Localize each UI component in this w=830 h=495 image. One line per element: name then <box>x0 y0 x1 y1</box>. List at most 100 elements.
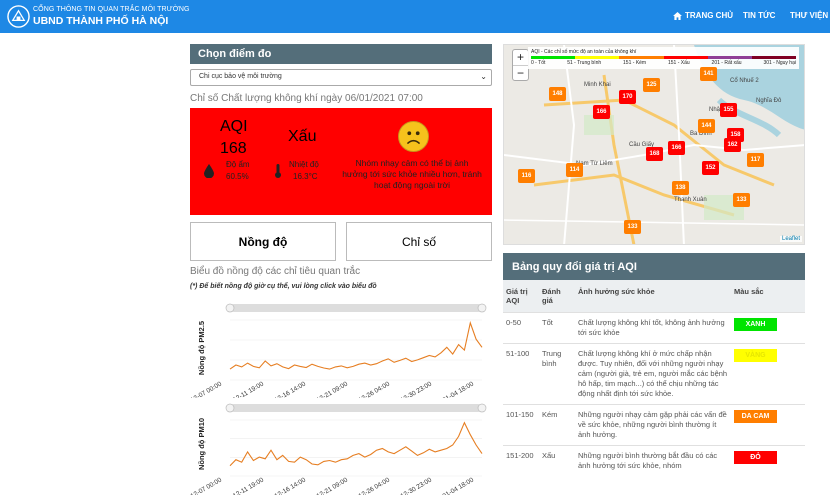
table-row: 0-50 Tốt Chất lượng không khí tốt, không… <box>503 312 805 344</box>
place-label: Nghĩa Đô <box>756 98 782 104</box>
table-row: 51-100 Trung bình Chất lượng không khí ở… <box>503 343 805 405</box>
x-tick-label: 2020-12-26 04:00 <box>343 476 391 495</box>
row-effect: Những người nhạy cảm gặp phải các vấn đề… <box>575 404 731 446</box>
org-line2[interactable]: UBND THÀNH PHỐ HÀ NỘI <box>33 15 169 27</box>
hanoi-emblem-icon[interactable] <box>7 5 30 28</box>
x-tick-label: 2020-12-16 14:00 <box>259 476 307 495</box>
legend-color-bad <box>663 56 708 59</box>
row-rating: Kém <box>539 404 575 446</box>
navigator-handle-right[interactable] <box>477 403 487 413</box>
pm25-series-line[interactable] <box>229 320 483 370</box>
tab-index[interactable]: Chỉ số <box>346 222 492 261</box>
nav-library[interactable]: THƯ VIỆN <box>790 11 828 20</box>
x-tick-label: 2020-12-30 23:00 <box>385 380 433 398</box>
color-badge: DA CAM <box>734 410 777 423</box>
y-axis-label: Nồng độ PM10 <box>197 418 206 470</box>
row-effect: Chất lượng không khí tốt, không ảnh hưởn… <box>575 312 731 344</box>
navigator-handle-right[interactable] <box>477 303 487 313</box>
pm10-series-line[interactable] <box>229 421 483 467</box>
table-header-row: Giá trị AQI Đánh giá Ảnh hưởng sức khỏe … <box>503 280 805 313</box>
x-tick-label: 2020-12-26 04:00 <box>343 380 391 398</box>
legend-tick: 0 - Tốt <box>531 60 546 66</box>
legend-color-moderate <box>575 56 620 59</box>
row-rating: Tốt <box>539 312 575 344</box>
map-marker[interactable]: 133 <box>624 220 641 234</box>
legend-tick: 201 - Rất xấu <box>711 60 742 66</box>
water-drop-icon <box>204 164 214 178</box>
x-tick-label: 2020-12-21 09:00 <box>301 476 349 495</box>
quality-label: Xấu <box>288 128 317 145</box>
map-marker[interactable]: 138 <box>672 181 689 195</box>
nav-home[interactable]: TRANG CHỦ <box>673 11 733 20</box>
humidity-value: 60.5% <box>226 172 249 181</box>
conversion-table: Giá trị AQI Đánh giá Ảnh hưởng sức khỏe … <box>503 280 805 476</box>
humidity-label: Độ ẩm <box>226 160 250 169</box>
station-select[interactable]: Chi cục bảo vệ môi trường ⌄ <box>190 69 492 86</box>
chart-grid <box>230 319 482 381</box>
map-legend: AQI - Các chỉ số mức độ an toàn của khôn… <box>528 47 799 69</box>
header-color: Màu sắc <box>731 280 805 313</box>
aqi-date-text: Chỉ số Chất lượng không khí ngày 06/01/2… <box>190 93 423 104</box>
zoom-out-button[interactable]: − <box>513 65 528 81</box>
place-label: Minh Khai <box>584 82 611 88</box>
chart-navigator[interactable] <box>230 404 482 412</box>
navigator-handle-left[interactable] <box>225 303 235 313</box>
map-marker[interactable]: 152 <box>702 161 719 175</box>
map-marker[interactable]: 155 <box>720 103 737 117</box>
map-marker[interactable]: 133 <box>733 193 750 207</box>
thermometer-icon <box>275 164 281 178</box>
health-advice: Nhóm nhạy cảm có thể bị ảnh hưởng tới sứ… <box>342 158 482 190</box>
aqi-status-box: AQI 168 Xấu Độ ẩm 60.5% Nhiệt độ 16.3°C … <box>190 108 492 215</box>
place-label: Cổ Nhuế 2 <box>730 78 759 84</box>
org-line1: CỔNG THÔNG TIN QUAN TRẮC MÔI TRƯỜNG <box>33 6 190 13</box>
header-rating: Đánh giá <box>539 280 575 313</box>
map-marker[interactable]: 116 <box>518 169 535 183</box>
tab-concentration[interactable]: Nồng độ <box>190 222 336 261</box>
place-label: Nam Từ Liêm <box>576 161 613 167</box>
chart-navigator[interactable] <box>230 304 482 312</box>
nav-home-label: TRANG CHỦ <box>685 11 733 20</box>
map-marker[interactable]: 170 <box>619 90 636 104</box>
legend-color-hazardous <box>751 56 797 59</box>
map-marker[interactable]: 166 <box>668 141 685 155</box>
nav-news[interactable]: TIN TỨC <box>743 11 775 20</box>
color-badge: XANH <box>734 318 777 331</box>
nav-library-label: THƯ VIỆN <box>790 11 829 20</box>
pm25-chart[interactable]: Nồng độ PM2.5 2020-12-07 00:002020-12-11… <box>190 300 492 398</box>
aqi-map[interactable]: + − AQI - Các chỉ số mức độ an toàn của … <box>503 44 805 245</box>
map-marker[interactable]: 141 <box>700 67 717 81</box>
table-row: 101-150 Kém Những người nhạy cảm gặp phả… <box>503 404 805 446</box>
map-basemap[interactable] <box>504 45 805 245</box>
chart-grid <box>230 419 482 477</box>
map-marker[interactable]: 168 <box>646 147 663 161</box>
navigator-handle-left[interactable] <box>225 403 235 413</box>
map-marker[interactable]: 166 <box>593 105 610 119</box>
map-marker[interactable]: 117 <box>747 153 764 167</box>
legend-title: AQI - Các chỉ số mức độ an toàn của khôn… <box>531 49 637 55</box>
row-effect: Những người bình thường bắt đầu có các ả… <box>575 445 731 476</box>
map-marker[interactable]: 162 <box>724 138 741 152</box>
pm10-chart[interactable]: Nồng độ PM10 2020-12-07 00:002020-12-11 … <box>190 398 492 495</box>
legend-tick: 51 - Trung bình <box>567 60 602 66</box>
zoom-in-button[interactable]: + <box>516 50 524 64</box>
x-tick-label: 2020-12-16 14:00 <box>259 380 307 398</box>
map-marker[interactable]: 144 <box>698 119 715 133</box>
top-navbar: CỔNG THÔNG TIN QUAN TRẮC MÔI TRƯỜNG UBND… <box>0 0 830 33</box>
place-label: Cầu Giấy <box>629 142 655 148</box>
map-marker[interactable]: 125 <box>643 78 660 92</box>
home-icon <box>673 11 682 20</box>
legend-color-poor <box>619 56 664 59</box>
conversion-title: Bảng quy đổi giá trị AQI <box>503 253 805 280</box>
map-marker[interactable]: 114 <box>566 163 583 177</box>
map-marker[interactable]: 148 <box>549 87 566 101</box>
row-range: 51-100 <box>503 343 539 405</box>
x-tick-label: 2020-12-21 09:00 <box>301 380 349 398</box>
place-label: Ba Đình <box>690 131 712 137</box>
aqi-label: AQI <box>220 118 248 135</box>
station-select-value: Chi cục bảo vệ môi trường <box>199 73 282 80</box>
place-label: Thanh Xuân <box>674 197 707 203</box>
map-attribution[interactable]: Leaflet <box>779 236 802 242</box>
legend-scale: 0 - Tốt 51 - Trung bình 151 - Kém 151 - … <box>531 60 796 66</box>
